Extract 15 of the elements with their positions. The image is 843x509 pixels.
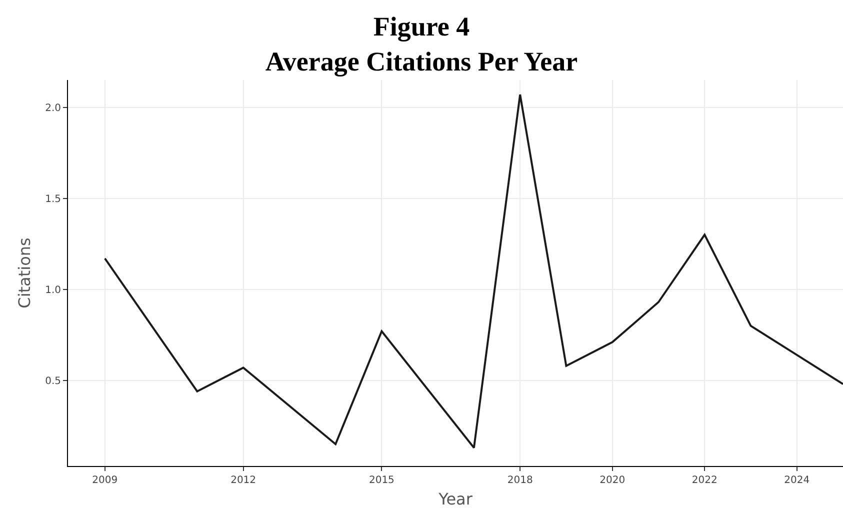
x-tick-label: 2024 xyxy=(784,475,810,486)
x-tick-label: 2012 xyxy=(230,475,256,486)
x-tick-label: 2015 xyxy=(368,475,394,486)
y-tick-label: 2.0 xyxy=(45,102,61,114)
y-axis-title: Citations xyxy=(14,238,34,308)
chart-title: Figure 4 Average Citations Per Year xyxy=(265,12,578,77)
x-axis-title: Year xyxy=(438,490,473,509)
y-tick-label: 0.5 xyxy=(45,376,61,387)
line-series xyxy=(104,94,843,449)
x-tick-label: 2009 xyxy=(92,475,118,486)
x-tick-label: 2020 xyxy=(600,475,626,486)
y-tick-label: 1.0 xyxy=(45,284,61,296)
x-tick-label: 2022 xyxy=(692,475,718,486)
y-tick-label: 1.5 xyxy=(45,194,61,205)
x-tick-label: 2018 xyxy=(507,475,533,486)
